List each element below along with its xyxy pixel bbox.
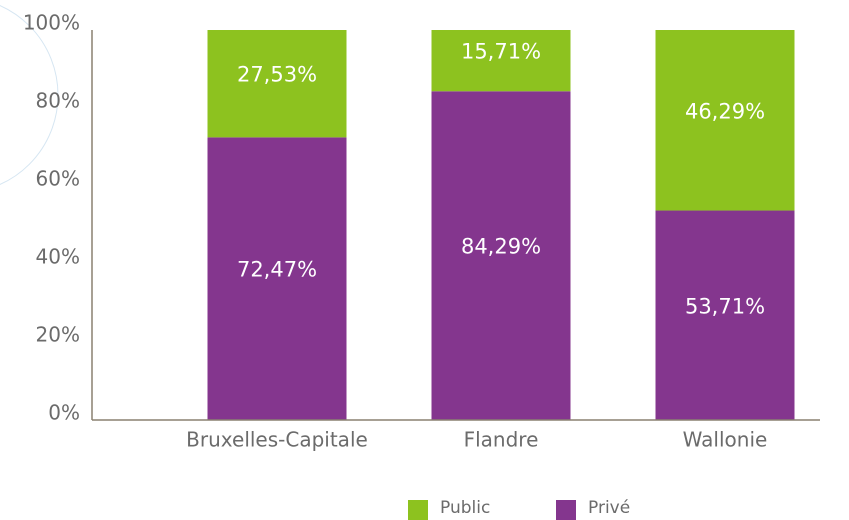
value-label: 84,29% xyxy=(461,235,541,259)
decoration xyxy=(0,4,59,186)
y-tick-label: 60% xyxy=(36,167,80,191)
legend-label: Privé xyxy=(588,498,630,518)
bar-segment xyxy=(655,30,795,211)
y-tick-label: 80% xyxy=(36,89,80,113)
bar-segment xyxy=(207,137,347,420)
value-label: 27,53% xyxy=(237,63,317,87)
y-tick-label: 20% xyxy=(36,323,80,347)
x-tick-label: Wallonie xyxy=(683,428,768,452)
value-label: 53,71% xyxy=(685,294,765,318)
y-tick-label: 0% xyxy=(48,401,80,425)
value-label: 46,29% xyxy=(685,99,765,123)
x-tick-label: Bruxelles-Capitale xyxy=(186,428,368,452)
bar-segment xyxy=(655,210,795,420)
bar-segment xyxy=(207,30,347,138)
y-tick-label: 40% xyxy=(36,245,80,269)
legend-swatch xyxy=(408,500,428,520)
bar-segment xyxy=(431,30,571,92)
legend-swatch xyxy=(556,500,576,520)
value-label: 15,71% xyxy=(461,40,541,64)
value-label: 72,47% xyxy=(237,258,317,282)
y-tick-label: 100% xyxy=(23,11,80,35)
x-tick-label: Flandre xyxy=(464,428,539,452)
legend-label: Public xyxy=(440,498,490,518)
bar-segment xyxy=(431,91,571,421)
